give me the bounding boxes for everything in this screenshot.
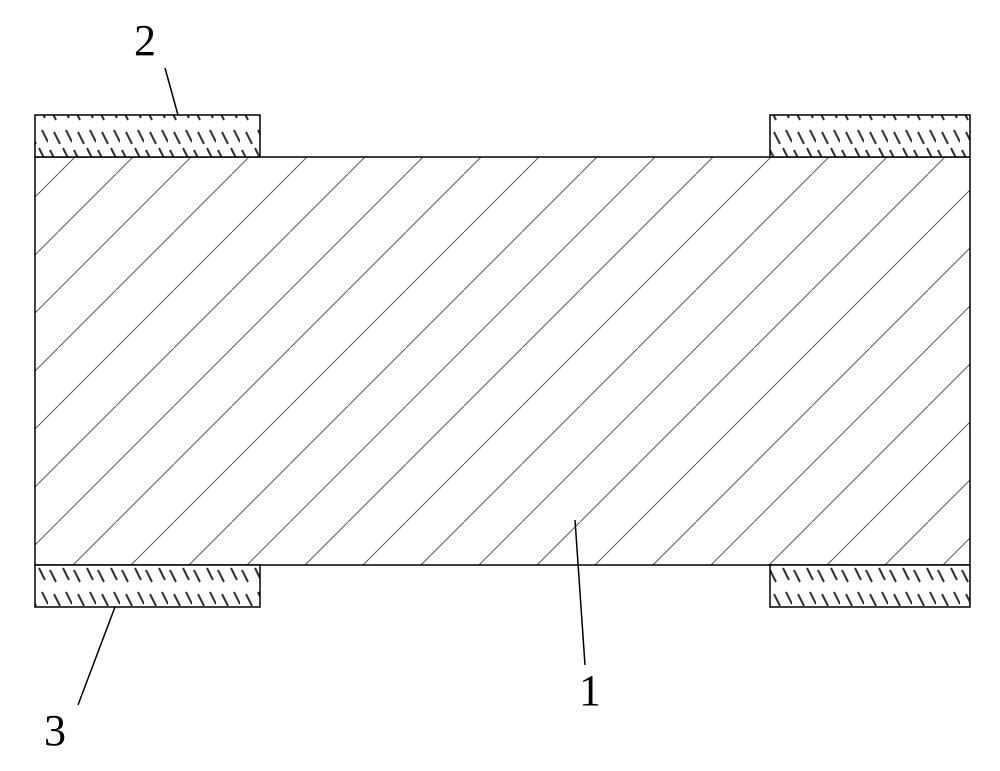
main-layer — [35, 157, 970, 565]
cross-section-diagram: 1 2 3 — [0, 0, 1000, 771]
electrode-top-left — [35, 115, 260, 157]
label-1: 1 — [579, 666, 601, 715]
electrode-bottom-right — [770, 565, 970, 607]
leader-line-3 — [78, 607, 115, 705]
electrode-bottom-left — [35, 565, 260, 607]
diagram-container: 1 2 3 — [0, 0, 1000, 771]
label-2: 2 — [134, 16, 156, 65]
leader-line-2 — [165, 68, 178, 115]
label-3: 3 — [44, 706, 66, 755]
electrode-top-right — [770, 115, 970, 157]
